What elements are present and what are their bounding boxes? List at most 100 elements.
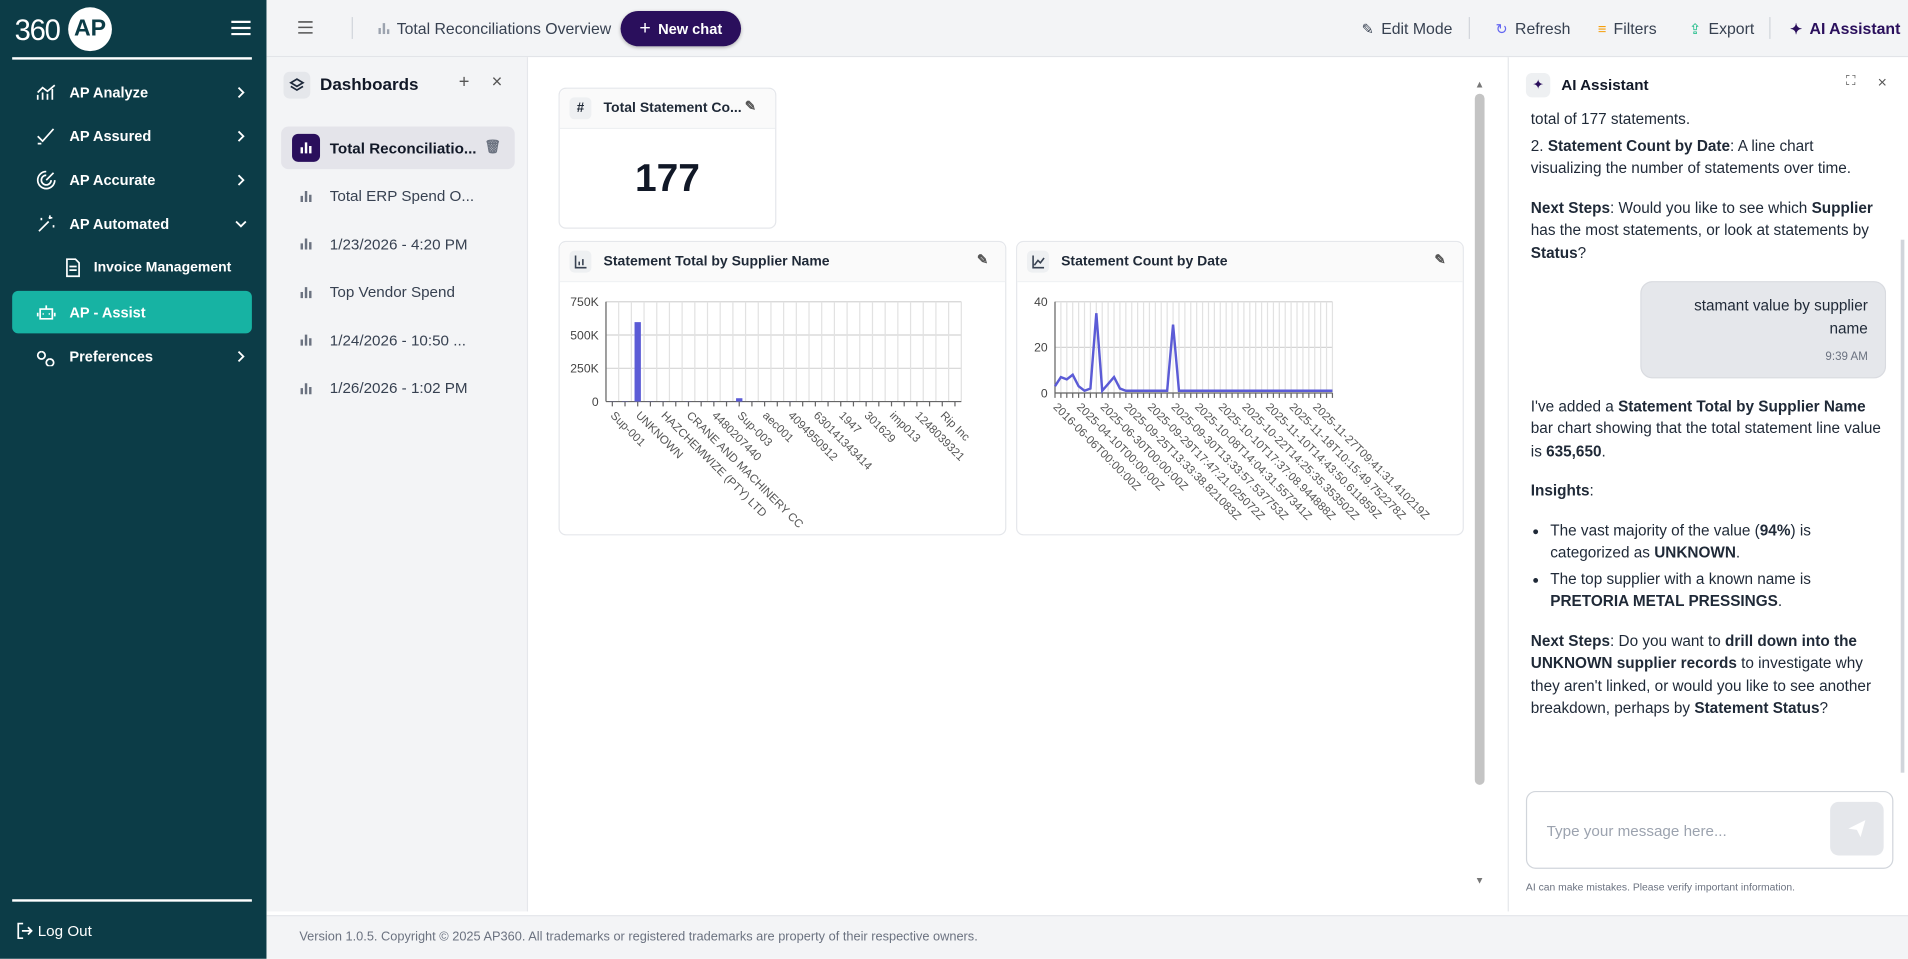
paragraph: I've added a Statement Total by Supplier… [1531, 395, 1886, 463]
dashboards-title: Dashboards [320, 74, 418, 93]
item-icon [292, 326, 320, 354]
edit-widget[interactable]: ✎ [745, 99, 756, 115]
dashboard-canvas: # Total Statement Co... ✎ 177 Statement … [528, 57, 1506, 911]
text-run: ? [1578, 244, 1587, 261]
footer-text: Version 1.0.5. Copyright © 2025 AP360. A… [299, 930, 977, 945]
scroll-down[interactable]: ▼ [1475, 875, 1485, 886]
nav-item[interactable]: AP Analyze [12, 71, 252, 114]
nav-icon [37, 170, 56, 189]
paragraph: Next Steps: Do you want to drill down in… [1531, 630, 1886, 720]
chevron-path [236, 221, 246, 226]
bar-icon-path [302, 287, 311, 298]
delete-item[interactable]: 🗑 [484, 139, 501, 155]
icon-path [38, 85, 55, 100]
chevron [235, 217, 247, 229]
bar-icon-path [302, 335, 311, 346]
nav-item[interactable]: Preferences [12, 335, 252, 378]
dashboard-item[interactable]: Total Reconciliatio...🗑 [281, 127, 515, 170]
kpi-header: # Total Statement Co... ✎ [560, 89, 775, 129]
toolbar-action[interactable]: ✎Edit Mode [1362, 19, 1453, 37]
chevron-path [239, 131, 244, 141]
messages-scrollbar[interactable] [1901, 240, 1905, 773]
nav-icon [37, 346, 56, 365]
toolbar-action[interactable]: ✦AI Assistant [1790, 19, 1900, 37]
icon-path [38, 171, 55, 188]
chevron-path [239, 351, 244, 361]
toggle-panel[interactable] [298, 21, 313, 34]
nav-label: Invoice Management [94, 260, 232, 275]
bold-run: 94% [1760, 521, 1791, 538]
new-chat-button[interactable]: +New chat [621, 11, 741, 46]
action-icon: ✦ [1790, 20, 1802, 37]
logout[interactable]: Log Out [38, 922, 92, 939]
dashboard-item[interactable]: Top Vendor Spend [281, 271, 515, 314]
item-label: 1/24/2026 - 10:50 ... [330, 332, 466, 349]
message-time: 9:39 AM [1659, 347, 1868, 370]
add-dashboard[interactable]: + [459, 72, 470, 93]
icon-path [67, 259, 79, 276]
y-tick-label: 0 [592, 395, 599, 409]
action-label: Filters [1614, 19, 1657, 37]
nav-item[interactable]: AP - Assist [12, 291, 252, 334]
chart-icon [378, 22, 389, 34]
message-input[interactable]: Type your message here... [1526, 791, 1893, 869]
dashboard-item[interactable]: 1/24/2026 - 10:50 ... [281, 319, 515, 362]
menu-button[interactable] [231, 19, 250, 36]
nav-item[interactable]: AP Assured [12, 114, 252, 157]
text-run: : [1590, 482, 1594, 499]
bar-icon [292, 278, 320, 306]
dashboard-item[interactable]: Total ERP Spend O... [281, 175, 515, 218]
close-assistant[interactable]: × [1878, 73, 1887, 91]
nav-label: AP Automated [69, 215, 169, 232]
dashboards-icon [284, 72, 311, 99]
icon-path [39, 215, 54, 231]
bold-run: Next Steps [1531, 199, 1610, 216]
text-run: : Do you want to [1610, 632, 1725, 649]
text-run: : Would you like to see which [1610, 199, 1812, 216]
scroll-up[interactable]: ▲ [1475, 79, 1485, 90]
paragraph: Next Steps: Would you like to see which … [1531, 197, 1886, 265]
toolbar-action[interactable]: ≡Filters [1598, 19, 1657, 37]
send-button[interactable] [1830, 802, 1884, 856]
chevron [235, 173, 247, 185]
input-placeholder: Type your message here... [1547, 823, 1727, 840]
y-tick-label: 40 [1034, 295, 1048, 309]
y-tick-label: 20 [1034, 341, 1048, 355]
nav-label: AP Assured [69, 127, 151, 144]
nav-label: AP Accurate [69, 171, 155, 188]
bold-run: UNKNOWN [1654, 544, 1736, 561]
bar-icon [292, 230, 320, 258]
text-run: The vast majority of the value ( [1550, 521, 1760, 538]
logo-number: 360 [15, 15, 60, 49]
divider [12, 57, 252, 59]
nav-icon [37, 82, 56, 101]
close-panel[interactable]: × [492, 72, 503, 93]
bullet: The top supplier with a known name is PR… [1550, 568, 1886, 613]
action-label: Edit Mode [1381, 19, 1452, 37]
item-icon [292, 374, 320, 402]
disclaimer: AI can make mistakes. Please verify impo… [1526, 881, 1795, 893]
dashboard-item[interactable]: 1/23/2026 - 4:20 PM [281, 223, 515, 266]
bar [736, 398, 742, 401]
toolbar-action[interactable]: ↻Refresh [1495, 19, 1570, 37]
nav-item[interactable]: Invoice Management [12, 246, 252, 289]
nav-item[interactable]: AP Automated [12, 202, 252, 245]
item-label: Top Vendor Spend [330, 284, 455, 301]
bold-run: Insights [1531, 482, 1590, 499]
expand[interactable]: ⛶ [1846, 74, 1855, 90]
bar-icon-path [302, 239, 311, 250]
nav-item[interactable]: AP Accurate [12, 158, 252, 201]
topbar: Total Reconciliations Overview +New chat… [266, 0, 1908, 57]
dashboard-item[interactable]: 1/26/2026 - 1:02 PM [281, 367, 515, 410]
scrollbar[interactable] [1475, 94, 1485, 785]
footer: Version 1.0.5. Copyright © 2025 AP360. A… [266, 915, 1908, 959]
toolbar-action[interactable]: ⇪Export [1689, 19, 1754, 37]
kpi-title: Total Statement Co... [604, 101, 742, 116]
assistant-icon: ✦ [1526, 73, 1550, 97]
item-label: 1/26/2026 - 1:02 PM [330, 380, 468, 397]
bullet-list: The vast majority of the value (94%) is … [1531, 519, 1886, 613]
